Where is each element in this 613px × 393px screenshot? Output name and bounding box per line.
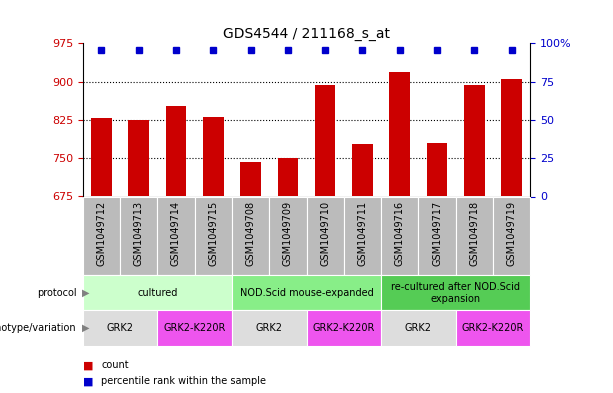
- Text: GSM1049712: GSM1049712: [96, 200, 107, 266]
- Text: GSM1049719: GSM1049719: [506, 200, 517, 266]
- Text: GSM1049710: GSM1049710: [320, 200, 330, 266]
- Bar: [315, 85, 335, 196]
- Text: GSM1049709: GSM1049709: [283, 200, 293, 266]
- Text: GSM1049714: GSM1049714: [171, 200, 181, 266]
- Bar: [240, 162, 261, 196]
- Bar: [493, 196, 530, 275]
- Bar: [83, 310, 158, 346]
- Bar: [195, 196, 232, 275]
- Text: ▶: ▶: [82, 288, 89, 298]
- Text: GSM1049715: GSM1049715: [208, 200, 218, 266]
- Text: GSM1049711: GSM1049711: [357, 200, 367, 266]
- Bar: [158, 310, 232, 346]
- Text: GRK2: GRK2: [405, 323, 432, 333]
- Bar: [203, 117, 224, 196]
- Bar: [278, 158, 298, 196]
- Bar: [352, 144, 373, 196]
- Bar: [129, 120, 149, 196]
- Text: ▶: ▶: [82, 323, 89, 333]
- Text: GRK2: GRK2: [107, 323, 134, 333]
- Bar: [232, 310, 306, 346]
- Bar: [306, 196, 344, 275]
- Bar: [232, 275, 381, 310]
- Text: ■: ■: [83, 360, 93, 371]
- Text: GSM1049708: GSM1049708: [246, 200, 256, 266]
- Bar: [306, 310, 381, 346]
- Text: NOD.Scid mouse-expanded: NOD.Scid mouse-expanded: [240, 288, 373, 298]
- Bar: [381, 310, 455, 346]
- Bar: [455, 196, 493, 275]
- Text: GRK2-K220R: GRK2-K220R: [164, 323, 226, 333]
- Text: count: count: [101, 360, 129, 371]
- Text: cultured: cultured: [137, 288, 178, 298]
- Bar: [381, 275, 530, 310]
- Bar: [501, 79, 522, 196]
- Bar: [464, 85, 484, 196]
- Text: ■: ■: [83, 376, 93, 386]
- Bar: [418, 196, 455, 275]
- Bar: [120, 196, 158, 275]
- Text: GSM1049713: GSM1049713: [134, 200, 143, 266]
- Text: GSM1049717: GSM1049717: [432, 200, 442, 266]
- Bar: [83, 196, 120, 275]
- Bar: [91, 118, 112, 196]
- Text: percentile rank within the sample: percentile rank within the sample: [101, 376, 266, 386]
- Text: GSM1049716: GSM1049716: [395, 200, 405, 266]
- Bar: [166, 106, 186, 196]
- Bar: [269, 196, 306, 275]
- Text: GRK2: GRK2: [256, 323, 283, 333]
- Text: re-cultured after NOD.Scid
expansion: re-cultured after NOD.Scid expansion: [391, 282, 520, 303]
- Bar: [427, 143, 447, 196]
- Bar: [389, 72, 410, 196]
- Text: genotype/variation: genotype/variation: [0, 323, 77, 333]
- Text: protocol: protocol: [37, 288, 77, 298]
- Text: GRK2-K220R: GRK2-K220R: [313, 323, 375, 333]
- Text: GRK2-K220R: GRK2-K220R: [462, 323, 524, 333]
- Bar: [83, 275, 232, 310]
- Title: GDS4544 / 211168_s_at: GDS4544 / 211168_s_at: [223, 27, 390, 41]
- Bar: [232, 196, 269, 275]
- Bar: [381, 196, 418, 275]
- Text: GSM1049718: GSM1049718: [470, 200, 479, 266]
- Bar: [455, 310, 530, 346]
- Bar: [158, 196, 195, 275]
- Bar: [344, 196, 381, 275]
